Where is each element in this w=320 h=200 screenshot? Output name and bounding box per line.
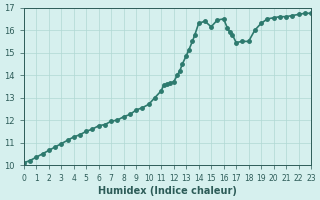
X-axis label: Humidex (Indice chaleur): Humidex (Indice chaleur) <box>98 186 237 196</box>
